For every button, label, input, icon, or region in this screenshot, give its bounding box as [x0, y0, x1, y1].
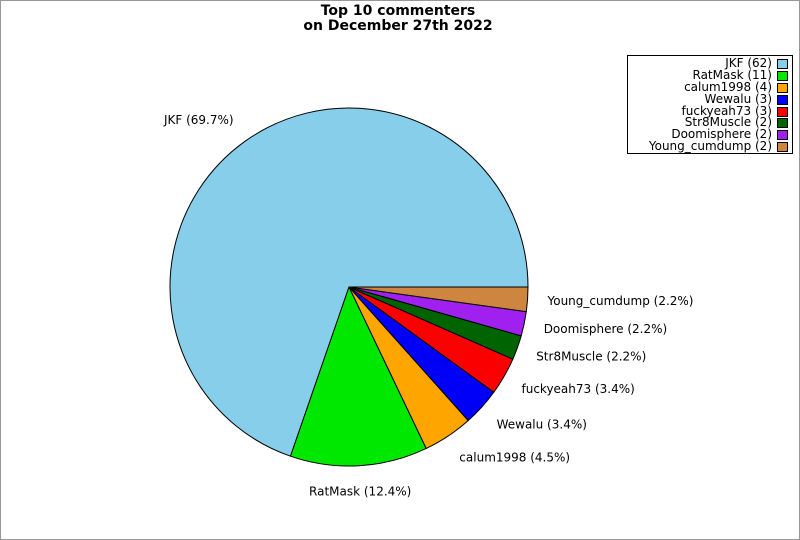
legend-row-RatMask: RatMask (11): [632, 67, 788, 82]
legend-label-JKF: JKF (62): [725, 56, 772, 70]
legend-swatch-RatMask: [777, 70, 788, 81]
legend-row-Wewalu: Wewalu (3): [632, 91, 788, 106]
chart-title-line2: on December 27th 2022: [303, 18, 493, 34]
legend-swatch-JKF: [777, 58, 788, 69]
legend-label-Wewalu: Wewalu (3): [704, 91, 772, 106]
legend: JKF (62) RatMask (11) calum1998 (4) Wewalu …: [627, 55, 793, 154]
legend-swatch-Str8Muscle: [777, 118, 788, 129]
pie-slice-RatMask: [289, 286, 427, 467]
legend-row-fuckyeah73: fuckyeah73 (3): [632, 103, 788, 118]
legend-label-fuckyeah73: fuckyeah73 (3): [681, 103, 772, 118]
legend-swatch-Young_cumdump: [777, 142, 788, 153]
legend-label-calum1998: calum1998 (4): [684, 79, 772, 94]
legend-row-Str8Muscle: Str8Muscle (2): [632, 117, 788, 129]
legend-row-JKF: JKF (62): [632, 56, 788, 70]
legend-swatch-calum1998: [777, 82, 788, 93]
pie-slice-label-Str8Muscle: Str8Muscle (2.2%): [536, 349, 646, 363]
legend-label-RatMask: RatMask (11): [692, 67, 773, 82]
legend-label-Doomisphere: Doomisphere (2): [671, 127, 772, 142]
legend-label-Str8Muscle: Str8Muscle (2): [684, 115, 772, 130]
pie-slice-label-calum1998: calum1998 (4.5%): [459, 451, 570, 465]
legend-label-Young_cumdump: Young_cumdump (2): [648, 139, 772, 154]
legend-swatch-Doomisphere: [777, 130, 788, 141]
pie-slice-label-Doomisphere: Doomisphere (2.2%): [544, 322, 668, 336]
legend-swatch-fuckyeah73: [777, 106, 788, 117]
pie-slice-label-fuckyeah73: fuckyeah73 (3.4%): [522, 382, 635, 396]
chart-title: Top 10 commenters on December 27th 2022: [1, 4, 795, 34]
legend-swatch-Wewalu: [777, 94, 788, 105]
legend-row-calum1998: calum1998 (4): [632, 79, 788, 94]
pie-slice-label-Young_cumdump: Young_cumdump (2.2%): [547, 294, 694, 308]
pie-slice-JKF: [169, 107, 529, 457]
pie-slice-label-JKF: JKF (69.7%): [163, 113, 234, 127]
legend-row-Young_cumdump: Young_cumdump (2): [632, 139, 788, 154]
pie-slice-label-RatMask: RatMask (12.4%): [309, 485, 411, 499]
legend-row-Doomisphere: Doomisphere (2): [632, 127, 788, 142]
pie-slice-label-Wewalu: Wewalu (3.4%): [497, 418, 587, 432]
pie-slice-Young_cumdump: [348, 286, 529, 313]
chart-title-line1: Top 10 commenters: [320, 3, 476, 19]
